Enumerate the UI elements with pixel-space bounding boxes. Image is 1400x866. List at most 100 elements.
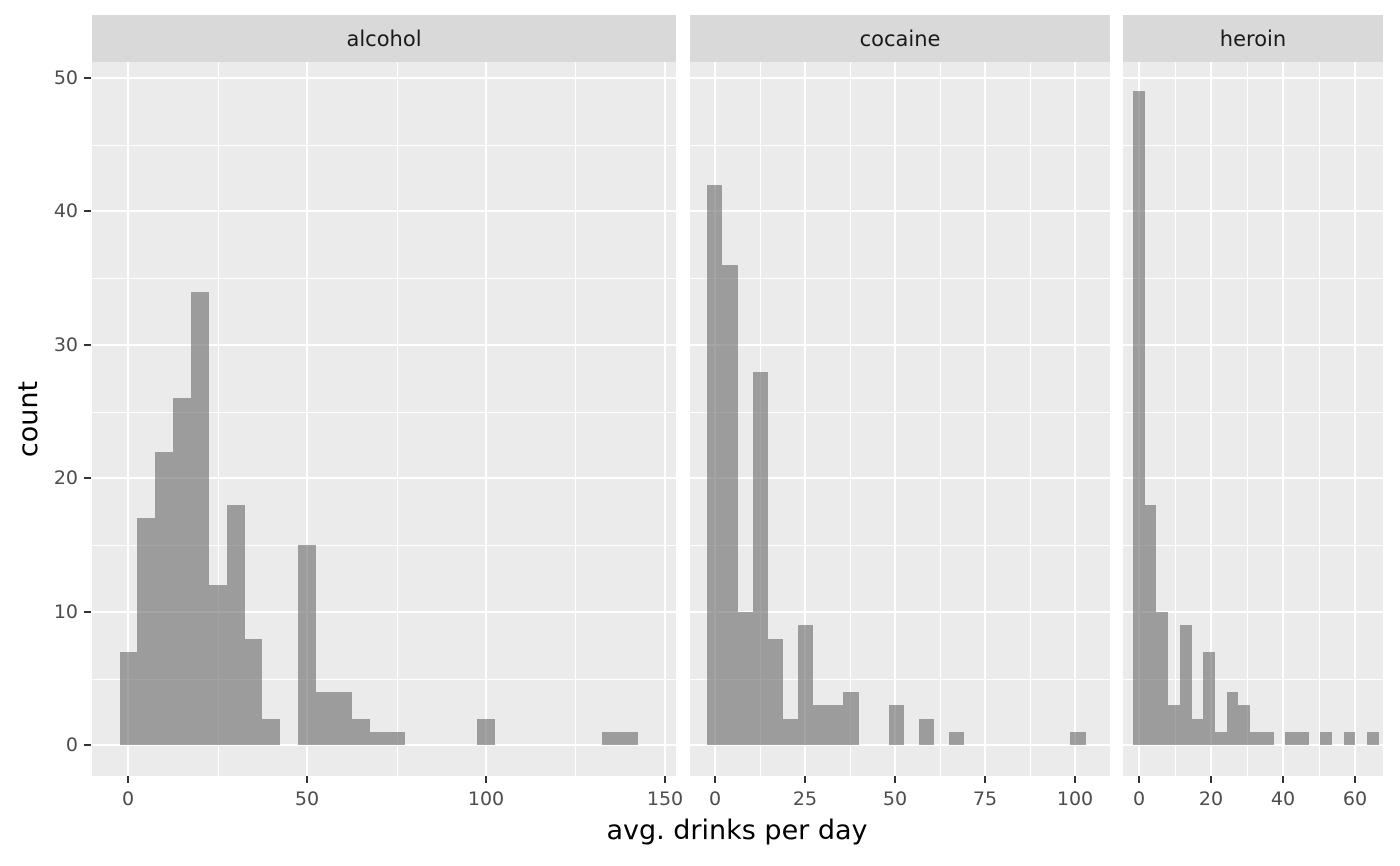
gridline-x-major (485, 62, 487, 776)
gridline-x-major (1210, 62, 1212, 776)
gridline-x-major (127, 62, 129, 776)
gridline-x-major (804, 62, 806, 776)
histogram-bar (477, 718, 495, 746)
x-tick-label: 0 (708, 788, 722, 810)
y-tick-mark (84, 77, 91, 79)
x-tick-label: 100 (1056, 788, 1094, 810)
facet-strip-label-alcohol: alcohol (346, 26, 422, 51)
histogram-bar (843, 691, 859, 746)
y-axis-title-text: count (13, 380, 44, 458)
x-tick-label: 50 (882, 788, 908, 810)
gridline-x-minor (1246, 62, 1248, 776)
gridline-x-minor (1174, 62, 1176, 776)
gridline-y-minor (690, 411, 1110, 413)
x-tick-label: 60 (1342, 788, 1368, 810)
gridline-y-major (690, 344, 1110, 346)
facet-panel-heroin (1123, 62, 1383, 776)
x-tick-label: 0 (121, 788, 135, 810)
x-tick-label: 20 (1198, 788, 1224, 810)
y-tick-label: 10 (53, 601, 78, 623)
histogram-bar (1262, 731, 1274, 746)
x-tick-mark (894, 776, 896, 783)
y-tick-mark (84, 477, 91, 479)
histogram-bar (1215, 731, 1227, 746)
x-tick-label: 50 (294, 788, 320, 810)
gridline-x-major (306, 62, 308, 776)
y-tick-label: 50 (53, 67, 78, 89)
histogram-bar (1238, 705, 1250, 746)
gridline-y-minor (1123, 678, 1383, 680)
histogram-bar (722, 264, 738, 746)
x-tick-label: 150 (646, 788, 684, 810)
x-tick-mark (804, 776, 806, 783)
histogram-bar (1367, 731, 1379, 746)
histogram-bar (262, 718, 280, 746)
gridline-y-major (1123, 477, 1383, 479)
gridline-y-major (1123, 344, 1383, 346)
gridline-y-major (92, 611, 676, 613)
histogram-bar (1070, 731, 1086, 746)
histogram-bar (949, 731, 964, 746)
gridline-y-minor (690, 277, 1110, 279)
facet-strip-label-heroin: heroin (1219, 26, 1287, 51)
histogram-bar (1344, 731, 1355, 746)
gridline-x-minor (849, 62, 851, 776)
histogram-bar (1145, 505, 1156, 746)
histogram-bar (352, 718, 370, 746)
histogram-bar (137, 518, 155, 746)
facet-strip-heroin: heroin (1123, 15, 1383, 62)
histogram-bar (813, 705, 828, 746)
histogram-bar (370, 731, 388, 746)
histogram-bar (316, 691, 334, 746)
gridline-y-minor (92, 277, 676, 279)
gridline-y-minor (92, 144, 676, 146)
histogram-bar (1133, 91, 1145, 746)
histogram-bar (798, 625, 813, 746)
facet-strip-cocaine: cocaine (690, 15, 1110, 62)
x-tick-mark (714, 776, 716, 783)
y-tick-mark (84, 344, 91, 346)
histogram-bar (1192, 718, 1203, 746)
gridline-x-major (1074, 62, 1076, 776)
histogram-bar (1250, 731, 1262, 746)
histogram-bar (1285, 731, 1297, 746)
histogram-bar (245, 638, 262, 746)
gridline-x-major (1282, 62, 1284, 776)
histogram-bar (1168, 705, 1180, 746)
y-tick-label: 20 (53, 467, 78, 489)
x-tick-mark (1210, 776, 1212, 783)
gridline-x-minor (939, 62, 941, 776)
histogram-bar (919, 718, 934, 746)
histogram-bar (334, 691, 352, 746)
gridline-y-major (1123, 611, 1383, 613)
histogram-bar (155, 451, 173, 746)
facet-panel-cocaine (690, 62, 1110, 776)
histogram-bar (1227, 691, 1238, 746)
y-tick-label: 0 (65, 734, 78, 756)
gridline-y-minor (1123, 411, 1383, 413)
x-tick-mark (127, 776, 129, 783)
histogram-bar (1320, 731, 1332, 746)
histogram-bar (783, 718, 798, 746)
gridline-y-major (690, 210, 1110, 212)
histogram-bar (1156, 611, 1168, 746)
histogram-bar (388, 731, 405, 746)
x-tick-label: 0 (1132, 788, 1146, 810)
x-tick-mark (1138, 776, 1140, 783)
x-tick-mark (306, 776, 308, 783)
histogram-bar (209, 585, 227, 746)
x-tick-mark (1074, 776, 1076, 783)
x-axis-title: avg. drinks per day (606, 815, 868, 846)
gridline-y-major (690, 477, 1110, 479)
gridline-y-major (1123, 210, 1383, 212)
histogram-bar (298, 545, 316, 746)
gridline-x-minor (1318, 62, 1320, 776)
histogram-bar (120, 651, 137, 746)
gridline-x-minor (396, 62, 398, 776)
x-tick-mark (1354, 776, 1356, 783)
y-tick-mark (84, 744, 91, 746)
gridline-y-minor (690, 678, 1110, 680)
gridline-y-major (92, 477, 676, 479)
gridline-y-major (92, 210, 676, 212)
histogram-bar (1203, 651, 1215, 746)
